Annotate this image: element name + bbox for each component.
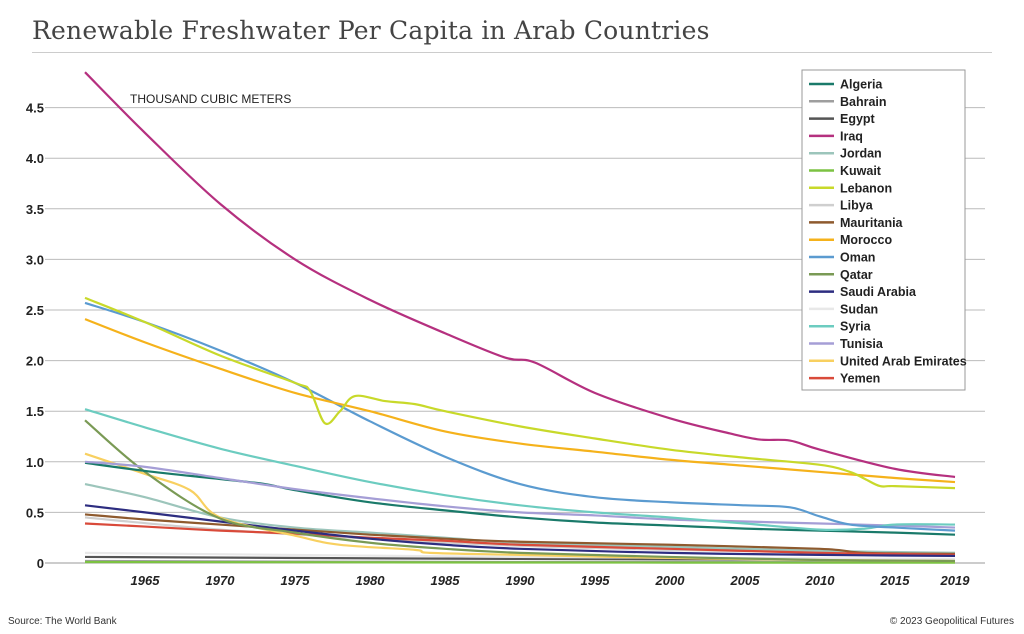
legend-box (801, 69, 966, 391)
title-divider (32, 52, 992, 53)
y-tick-label: 0 (37, 556, 44, 571)
y-tick-label: 3.5 (26, 202, 44, 217)
y-tick-label: 4.0 (26, 151, 44, 166)
x-tick-label: 1975 (281, 573, 311, 588)
legend-label: Oman (840, 251, 875, 265)
x-tick-label: 1980 (356, 573, 386, 588)
x-tick-label: 2019 (940, 573, 971, 588)
x-tick-label: 2010 (805, 573, 836, 588)
legend-label: Qatar (840, 268, 873, 282)
legend: Algeria Bahrain Egypt Iraq Jordan Kuwait Leban… (801, 69, 967, 391)
series-line-yemen (84, 522, 956, 557)
x-tick-label: 1965 (131, 573, 161, 588)
x-tick-label: 1990 (506, 573, 536, 588)
x-tick-label: 1995 (581, 573, 611, 588)
legend-label: Jordan (840, 147, 882, 161)
series-line-kuwait (84, 560, 956, 564)
y-tick-label: 3.0 (26, 252, 44, 267)
legend-label: Libya (840, 199, 874, 213)
series-line-iraq (84, 71, 956, 479)
y-tick-label: 2.0 (26, 354, 44, 369)
y-axis-label: THOUSAND CUBIC METERS (130, 92, 291, 106)
series-line-tunisia (84, 460, 956, 529)
page-title: Renewable Freshwater Per Capita in Arab … (32, 16, 710, 45)
legend-label: Kuwait (840, 164, 882, 178)
series-line-syria (84, 408, 956, 532)
copyright-note: © 2023 Geopolitical Futures (889, 616, 1014, 627)
legend-label: United Arab Emirates (840, 354, 967, 368)
legend-label: Sudan (840, 302, 878, 316)
series-line-lebanon (84, 296, 956, 490)
y-tick-label: 2.5 (26, 303, 44, 318)
x-tick-label: 1985 (431, 573, 461, 588)
legend-label: Syria (840, 320, 872, 334)
legend-label: Algeria (840, 78, 883, 92)
legend-label: Mauritania (840, 216, 904, 230)
legend-label: Saudi Arabia (840, 285, 917, 299)
y-tick-label: 1.0 (26, 455, 44, 470)
x-tick-label: 2015 (880, 573, 911, 588)
legend-label: Yemen (840, 372, 880, 386)
series-line-mauritania (84, 513, 956, 555)
legend-label: Lebanon (840, 181, 892, 195)
series-line-oman (84, 301, 956, 532)
y-tick-label: 1.5 (26, 404, 44, 419)
legend-label: Egypt (840, 112, 876, 126)
series-line-saudi-arabia (84, 504, 956, 558)
x-tick-label: 2000 (655, 573, 686, 588)
x-tick-label: 2005 (730, 573, 761, 588)
legend-label: Bahrain (840, 95, 887, 109)
legend-label: Iraq (840, 129, 863, 143)
x-tick-label: 1970 (206, 573, 236, 588)
y-tick-label: 0.5 (26, 505, 44, 520)
series-line-qatar (84, 419, 956, 563)
y-tick-label: 4.5 (26, 101, 44, 116)
source-note: Source: The World Bank (8, 616, 117, 627)
series-line-morocco (84, 318, 956, 484)
legend-label: Morocco (840, 233, 892, 247)
series-line-sudan (84, 551, 956, 561)
legend-label: Tunisia (840, 337, 884, 351)
